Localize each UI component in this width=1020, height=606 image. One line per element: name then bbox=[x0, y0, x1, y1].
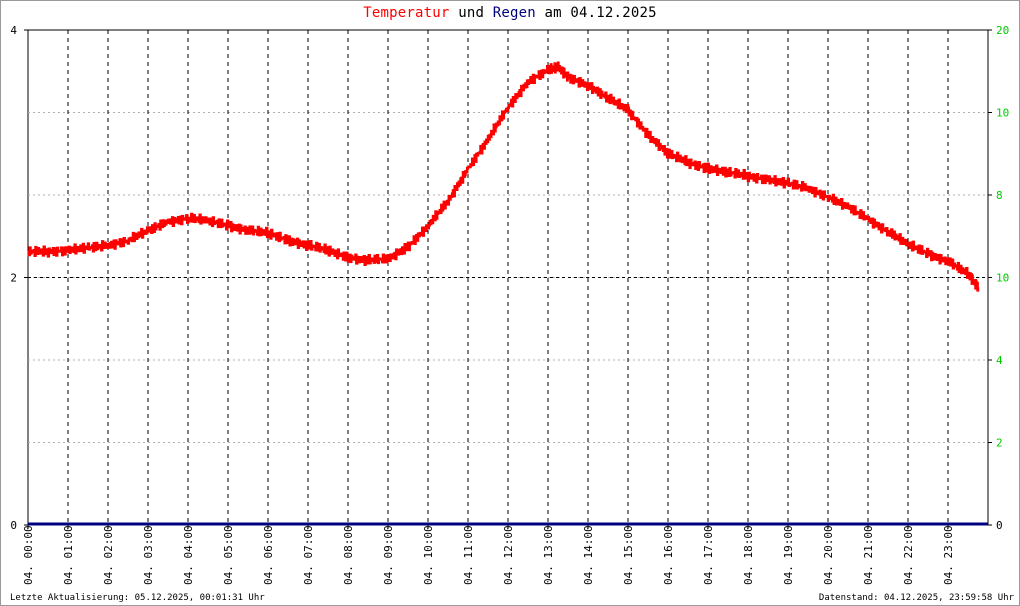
x-tick-label: 04. 19:00 bbox=[782, 525, 795, 585]
y-left-tick-label: 2 bbox=[10, 272, 17, 285]
series-temperatur-line bbox=[27, 61, 980, 292]
x-tick-label: 04. 21:00 bbox=[862, 525, 875, 585]
title-temperature: Temperatur bbox=[363, 5, 450, 21]
x-tick-label: 04. 23:00 bbox=[942, 525, 955, 585]
x-tick-label: 04. 08:00 bbox=[342, 525, 355, 585]
x-tick-label: 04. 15:00 bbox=[622, 525, 635, 585]
footer-data-status: Datenstand: 04.12.2025, 23:59:58 Uhr bbox=[818, 593, 1014, 603]
x-tick-label: 04. 02:00 bbox=[102, 525, 115, 585]
chart-title: Temperatur und Regen am 04.12.2025 bbox=[0, 5, 1020, 21]
y-right-tick-label: 8 bbox=[996, 189, 1003, 202]
y-right-tick-label: 2 bbox=[996, 437, 1003, 450]
x-tick-label: 04. 13:00 bbox=[542, 525, 555, 585]
x-tick-label: 04. 17:00 bbox=[702, 525, 715, 585]
y-right-tick-label: 10 bbox=[996, 107, 1009, 120]
x-tick-label: 04. 06:00 bbox=[262, 525, 275, 585]
title-und: und bbox=[458, 5, 485, 21]
x-tick-label: 04. 11:00 bbox=[462, 525, 475, 585]
title-rain: Regen bbox=[492, 5, 536, 21]
x-tick-label: 04. 09:00 bbox=[382, 525, 395, 585]
x-tick-label: 04. 20:00 bbox=[822, 525, 835, 585]
x-tick-label: 04. 01:00 bbox=[62, 525, 75, 585]
x-tick-label: 04. 03:00 bbox=[142, 525, 155, 585]
x-tick-label: 04. 22:00 bbox=[902, 525, 915, 585]
y-left-tick-label: 0 bbox=[10, 519, 17, 532]
y-right-tick-label: 4 bbox=[996, 354, 1003, 367]
footer-last-update: Letzte Aktualisierung: 05.12.2025, 00:01… bbox=[10, 593, 265, 603]
x-tick-label: 04. 14:00 bbox=[582, 525, 595, 585]
y-left-tick-label: 4 bbox=[10, 24, 17, 37]
y-right-mid-label: 10 bbox=[996, 272, 1009, 285]
y-right-tick-label: 0 bbox=[996, 519, 1003, 532]
x-tick-label: 04. 16:00 bbox=[662, 525, 675, 585]
title-date: am 04.12.2025 bbox=[544, 5, 657, 21]
x-tick-label: 04. 05:00 bbox=[222, 525, 235, 585]
x-tick-label: 04. 07:00 bbox=[302, 525, 315, 585]
y-right-top-label: 20 bbox=[996, 24, 1009, 37]
x-tick-label: 04. 10:00 bbox=[422, 525, 435, 585]
x-tick-label: 04. 18:00 bbox=[742, 525, 755, 585]
x-tick-label: 04. 04:00 bbox=[182, 525, 195, 585]
x-tick-label: 04. 00:00 bbox=[22, 525, 35, 585]
x-tick-label: 04. 12:00 bbox=[502, 525, 515, 585]
